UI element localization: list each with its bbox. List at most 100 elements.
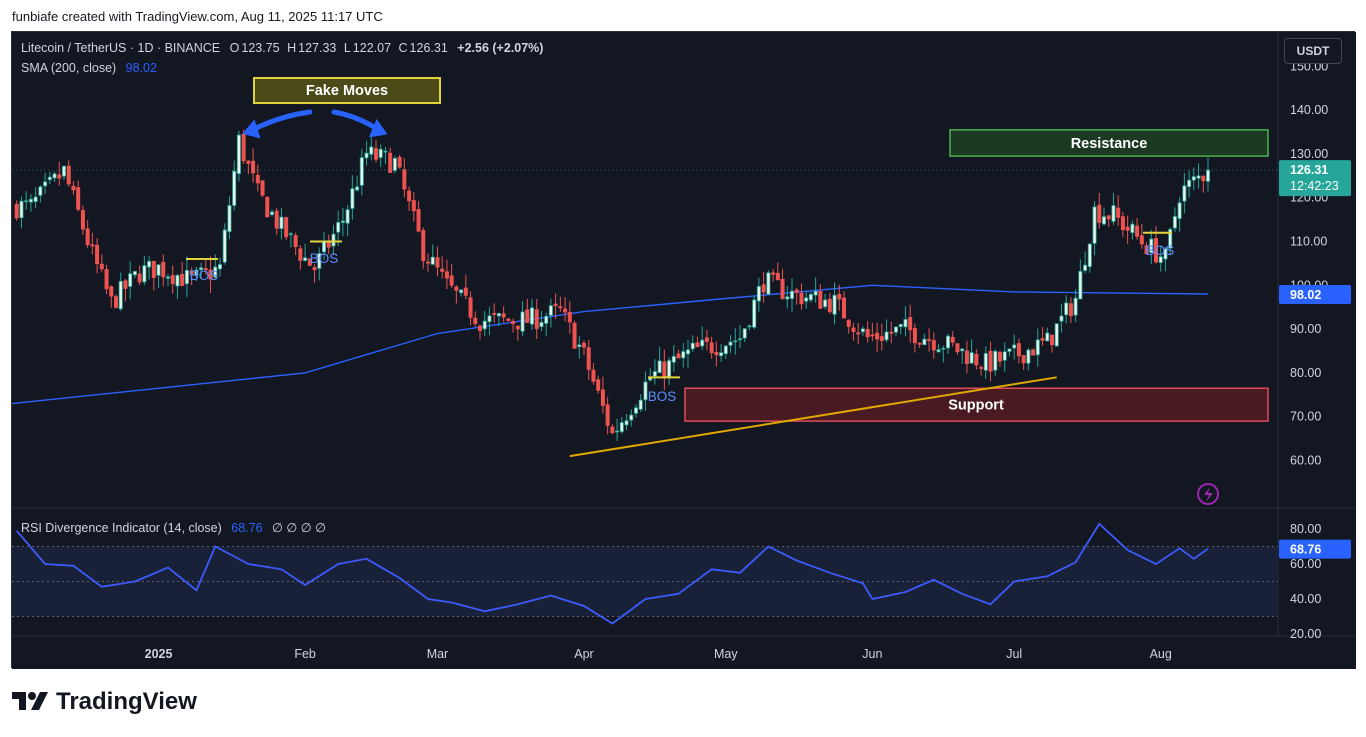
candle-body xyxy=(988,350,993,372)
candle-body xyxy=(671,356,676,363)
candle-body xyxy=(903,319,908,328)
candle-body xyxy=(775,272,780,281)
candle-body xyxy=(307,258,312,266)
candlestick-chart[interactable]: 150.00140.00130.00120.00110.00100.0090.0… xyxy=(12,32,1356,669)
candle-body xyxy=(85,228,90,246)
candle-body xyxy=(274,210,279,229)
fake-moves-label: Fake Moves xyxy=(306,83,388,99)
rsi-label: RSI Divergence Indicator (14, close) xyxy=(21,521,222,535)
candle-body xyxy=(572,322,577,349)
candle-body xyxy=(57,174,62,179)
candle-body xyxy=(416,209,421,232)
chart-container[interactable]: 150.00140.00130.00120.00110.00100.0090.0… xyxy=(11,31,1356,669)
candle-body xyxy=(1182,185,1187,202)
price-tick-label: 140.00 xyxy=(1290,103,1328,117)
candle-body xyxy=(960,348,965,352)
candle-body xyxy=(969,352,974,364)
candle-body xyxy=(1130,223,1135,234)
tradingview-logo[interactable]: TradingView xyxy=(12,688,197,716)
candle-body xyxy=(66,165,71,185)
chart-credit: funbiafe created with TradingView.com, A… xyxy=(12,9,383,24)
currency-button[interactable]: USDT xyxy=(1284,38,1342,64)
candle-body xyxy=(596,379,601,391)
candle-body xyxy=(170,275,175,285)
candle-body xyxy=(747,325,752,328)
rsi-tick-label: 20.00 xyxy=(1290,627,1321,641)
candle-body xyxy=(794,289,799,293)
candle-body xyxy=(553,303,558,306)
candle-body xyxy=(52,173,57,179)
candle-body xyxy=(1125,226,1130,231)
candle-body xyxy=(879,336,884,341)
candle-body xyxy=(19,200,24,219)
time-tick-label: Mar xyxy=(427,647,449,661)
candle-body xyxy=(539,321,544,328)
candle-body xyxy=(704,337,709,342)
candle-body xyxy=(203,268,208,271)
candle-body xyxy=(856,332,861,335)
candle-body xyxy=(487,315,492,323)
candle-body xyxy=(1087,243,1092,268)
candle-body xyxy=(804,297,809,302)
candle-body xyxy=(752,299,757,328)
candle-body xyxy=(425,261,430,264)
candle-body xyxy=(979,367,984,369)
candle-body xyxy=(506,318,511,321)
candle-body xyxy=(520,311,525,332)
candle-body xyxy=(449,275,454,286)
candle-body xyxy=(496,313,501,317)
candle-body xyxy=(676,353,681,359)
fake-move-arrow-right-head xyxy=(368,118,388,138)
candle-body xyxy=(435,257,440,268)
candle-body xyxy=(667,360,672,378)
candle-body xyxy=(38,186,43,196)
price-tick-label: 110.00 xyxy=(1290,235,1327,249)
candle-body xyxy=(279,216,284,229)
candle-body xyxy=(922,338,927,346)
candle-body xyxy=(454,286,459,291)
candle-body xyxy=(534,309,539,329)
candle-body xyxy=(1059,315,1064,322)
candle-body xyxy=(345,209,350,224)
candle-body xyxy=(312,267,317,271)
candle-body xyxy=(482,320,487,330)
candle-body xyxy=(492,312,497,315)
candle-body xyxy=(898,323,903,328)
candle-body xyxy=(232,170,237,206)
candle-body xyxy=(941,347,946,350)
candle-body xyxy=(1163,248,1168,260)
rsi-tick-label: 60.00 xyxy=(1290,557,1321,571)
candle-body xyxy=(964,350,969,364)
candle-body xyxy=(530,307,535,325)
candle-body xyxy=(222,229,227,263)
candle-body xyxy=(340,220,345,223)
candle-body xyxy=(563,308,568,313)
candle-body xyxy=(421,230,426,262)
candle-body xyxy=(1187,179,1192,188)
fake-moves-box xyxy=(253,77,441,104)
time-tick-label: Jun xyxy=(862,647,882,661)
candle-body xyxy=(269,211,274,215)
open-label: O xyxy=(229,41,240,55)
price-tick-label: 70.00 xyxy=(1290,410,1321,424)
candle-body xyxy=(142,265,147,283)
candle-body xyxy=(1149,238,1154,254)
candle-body xyxy=(1050,334,1055,345)
candle-body xyxy=(411,200,416,212)
candle-body xyxy=(161,261,166,278)
candle-body xyxy=(1139,235,1144,245)
candle-body xyxy=(165,276,170,279)
candle-body xyxy=(638,399,643,410)
rsi-tick-label: 40.00 xyxy=(1290,592,1321,606)
candle-body xyxy=(336,222,341,233)
candle-body xyxy=(1102,216,1107,225)
candle-body xyxy=(388,152,393,173)
support-label: Support xyxy=(948,398,1004,414)
lightning-icon[interactable] xyxy=(1197,483,1219,505)
open-value: 123.75 xyxy=(241,41,280,55)
candle-body xyxy=(884,331,889,341)
price-tick-label: 130.00 xyxy=(1290,147,1328,161)
resistance-zone xyxy=(949,129,1269,157)
time-tick-label: Aug xyxy=(1150,647,1172,661)
candle-body xyxy=(355,186,360,191)
